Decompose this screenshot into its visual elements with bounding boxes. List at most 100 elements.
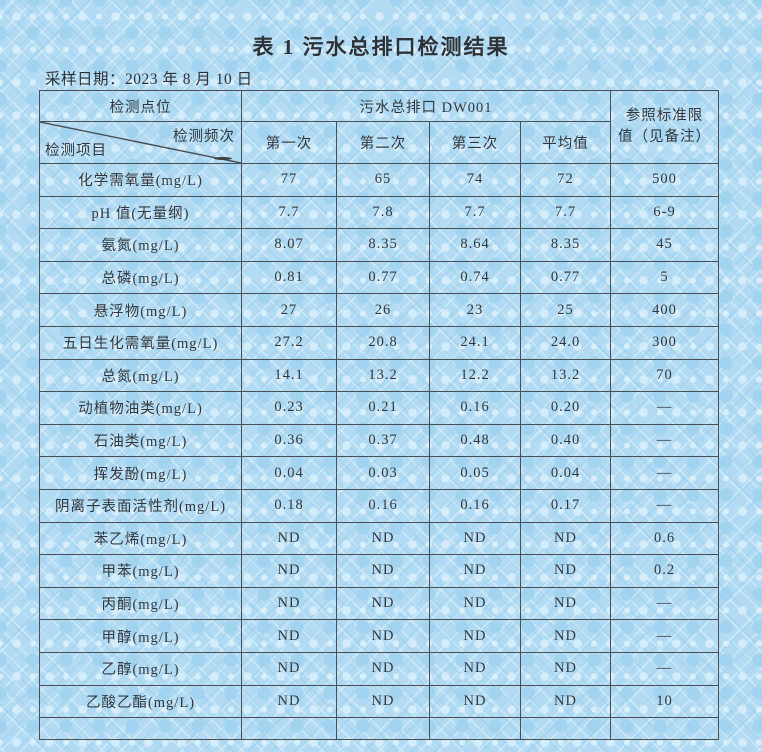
- item-cell: [39, 717, 242, 741]
- value-cell-run3: 0.48: [429, 423, 521, 458]
- item-cell: 悬浮物(mg/L): [39, 293, 242, 327]
- value-cell-run1: 0.81: [241, 260, 337, 295]
- value-cell-avg: 0.04: [519, 456, 612, 490]
- value-cell-run2: ND: [336, 619, 430, 653]
- value-cell-avg: 7.7: [519, 195, 612, 230]
- item-cell: 阴离子表面活性剂(mg/L): [39, 488, 242, 523]
- value-cell-run2: [336, 717, 430, 741]
- header-row-runs: 检测频次 检测项目 第一次 第二次 第三次 平均值: [39, 121, 719, 164]
- run-header-4: 平均值: [519, 121, 612, 164]
- limit-cell: —: [610, 651, 720, 686]
- value-cell-run2: 0.16: [336, 488, 430, 523]
- limit-cell: —: [610, 391, 720, 425]
- value-cell-run2: 20.8: [336, 325, 430, 360]
- table-row: 悬浮物(mg/L) 27 26 23 25 400: [39, 293, 720, 327]
- value-cell-avg: ND: [519, 554, 612, 588]
- value-cell-avg: 0.17: [519, 488, 612, 523]
- limit-cell: —: [610, 619, 720, 653]
- outlet-label-cell: 污水总排口 DW001: [240, 90, 612, 122]
- value-cell-avg: [519, 717, 612, 741]
- value-cell-run3: 0.05: [429, 456, 521, 490]
- limit-cell: 400: [610, 293, 720, 327]
- limit-label-line2: 值（见备注）: [618, 129, 712, 145]
- value-cell-run1: 0.18: [241, 488, 337, 523]
- value-cell-run1: ND: [241, 521, 337, 556]
- value-cell-avg: 0.40: [519, 423, 612, 458]
- table-row: 化学需氧量(mg/L) 77 65 74 72 500: [39, 163, 720, 197]
- table-row: 甲醇(mg/L) ND ND ND ND —: [39, 619, 720, 653]
- limit-cell: —: [610, 423, 720, 458]
- limit-cell: 500: [610, 163, 720, 197]
- item-cell: 动植物油类(mg/L): [39, 391, 242, 425]
- run-header-2: 第二次: [336, 121, 430, 164]
- frequency-label: 检测频次: [173, 129, 235, 145]
- value-cell-run1: ND: [241, 684, 337, 719]
- value-cell-run3: 24.1: [429, 325, 521, 360]
- value-cell-run3: 0.16: [429, 488, 521, 523]
- value-cell-run3: 0.74: [429, 260, 521, 295]
- item-cell: 甲醇(mg/L): [39, 619, 242, 653]
- item-cell: pH 值(无量纲): [39, 195, 242, 230]
- value-cell-run2: 13.2: [336, 358, 430, 393]
- value-cell-avg: 8.35: [519, 228, 612, 262]
- table-row: 丙酮(mg/L) ND ND ND ND —: [39, 586, 720, 621]
- partial-bottom-row: [39, 717, 720, 741]
- value-cell-run3: 0.16: [429, 391, 521, 425]
- value-cell-run1: 27: [241, 293, 337, 327]
- value-cell-run3: 23: [429, 293, 521, 327]
- table-row: 乙酸乙酯(mg/L) ND ND ND ND 10: [39, 684, 720, 719]
- table-row: 石油类(mg/L) 0.36 0.37 0.48 0.40 —: [39, 423, 720, 458]
- value-cell-run3: [429, 717, 521, 741]
- limit-label-line1: 参照标准限: [625, 107, 704, 124]
- limit-cell: —: [610, 456, 720, 490]
- value-cell-run2: 0.03: [336, 456, 430, 490]
- item-cell: 甲苯(mg/L): [39, 554, 242, 588]
- table-row: 氨氮(mg/L) 8.07 8.35 8.64 8.35 45: [39, 228, 720, 262]
- value-cell-avg: 72: [519, 163, 612, 197]
- value-cell-run2: 26: [336, 293, 430, 327]
- value-cell-run1: 14.1: [241, 358, 337, 393]
- limit-label-cell: 参照标准限 值（见备注）: [610, 90, 720, 164]
- value-cell-run1: ND: [241, 554, 337, 588]
- value-cell-run3: ND: [429, 619, 521, 653]
- value-cell-run2: 0.77: [336, 260, 430, 295]
- item-cell: 乙醇(mg/L): [39, 651, 242, 686]
- value-cell-run2: ND: [336, 554, 430, 588]
- limit-cell: 6-9: [610, 195, 720, 230]
- table-row: 总氮(mg/L) 14.1 13.2 12.2 13.2 70: [39, 358, 720, 393]
- value-cell-avg: 0.20: [519, 391, 612, 425]
- limit-cell: 0.6: [610, 521, 720, 556]
- value-cell-run1: 77: [241, 163, 337, 197]
- table-row: 乙醇(mg/L) ND ND ND ND —: [39, 651, 720, 686]
- value-cell-run1: 0.04: [241, 456, 337, 490]
- table-row: 五日生化需氧量(mg/L) 27.2 20.8 24.1 24.0 300: [39, 325, 720, 360]
- value-cell-run2: 0.37: [336, 423, 430, 458]
- value-cell-run1: ND: [241, 619, 337, 653]
- value-cell-run1: 0.23: [241, 391, 337, 425]
- run-header-3: 第三次: [429, 121, 521, 164]
- value-cell-run3: ND: [429, 521, 521, 556]
- table-row: 动植物油类(mg/L) 0.23 0.21 0.16 0.20 —: [39, 391, 720, 425]
- value-cell-run1: 8.07: [241, 228, 337, 262]
- value-cell-run1: ND: [241, 651, 337, 686]
- item-cell: 总氮(mg/L): [39, 358, 242, 393]
- value-cell-run3: ND: [429, 651, 521, 686]
- item-cell: 苯乙烯(mg/L): [39, 521, 242, 556]
- value-cell-run3: 8.64: [429, 228, 521, 262]
- item-cell: 丙酮(mg/L): [39, 586, 242, 621]
- value-cell-avg: ND: [519, 619, 612, 653]
- value-cell-avg: ND: [519, 651, 612, 686]
- limit-cell: 0.2: [610, 554, 720, 588]
- value-cell-run1: 27.2: [241, 325, 337, 360]
- value-cell-run2: 0.21: [336, 391, 430, 425]
- diagonal-header-cell: 检测频次 检测项目: [39, 121, 242, 164]
- value-cell-run3: ND: [429, 684, 521, 719]
- item-cell: 挥发酚(mg/L): [39, 456, 242, 490]
- value-cell-run3: 7.7: [429, 195, 521, 230]
- value-cell-run1: [241, 717, 337, 741]
- value-cell-run2: 65: [336, 163, 430, 197]
- test-results-table: 检测点位 污水总排口 DW001 参照标准限 值（见备注） 检测频次 检测项目 …: [39, 90, 720, 741]
- value-cell-avg: 24.0: [519, 325, 612, 360]
- item-cell: 化学需氧量(mg/L): [39, 163, 242, 197]
